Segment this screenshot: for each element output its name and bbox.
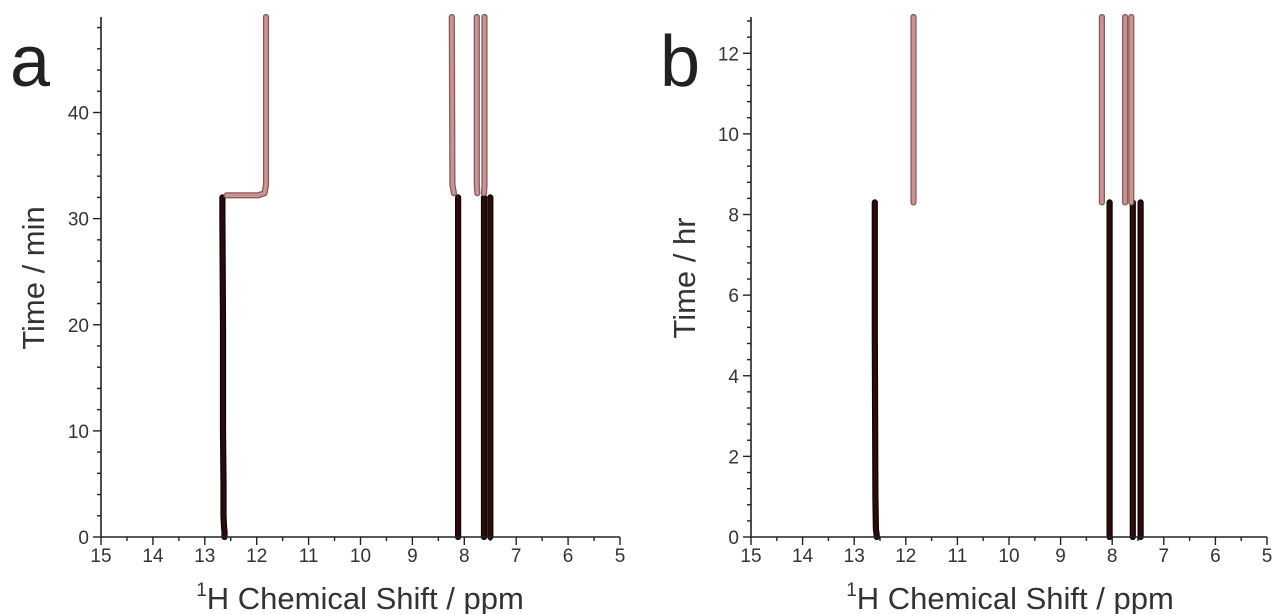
panel-b-x-tick-label: 11 bbox=[948, 546, 968, 567]
panel-b-x-title-superscript: 1 bbox=[846, 580, 857, 601]
panel-a-x-tick-label: 9 bbox=[407, 546, 418, 567]
panel-b-series-0-trace bbox=[873, 200, 879, 539]
panel-b-y-tick-label: 10 bbox=[718, 125, 739, 146]
panel-a-x-title-text: H Chemical Shift / ppm bbox=[207, 581, 524, 614]
panel-a-y-tick-label: 20 bbox=[68, 316, 89, 337]
panel-b-y-tick-label: 6 bbox=[728, 286, 739, 307]
panel-a-x-tick-label: 6 bbox=[563, 546, 574, 567]
panel-b-y-tick-label: 2 bbox=[728, 447, 739, 468]
panel-b-x-axis-title: 1H Chemical Shift / ppm bbox=[846, 580, 1174, 614]
panel-a-x-tick-label: 7 bbox=[511, 546, 522, 567]
panel-b-x-tick-label: 5 bbox=[1262, 546, 1273, 567]
panel-b-x-tick-label: 12 bbox=[895, 546, 916, 567]
panel-a-x-tick-label: 10 bbox=[350, 546, 371, 567]
panel-b-y-tick-label: 4 bbox=[728, 367, 739, 388]
panel-b-x-tick-label: 14 bbox=[792, 546, 814, 567]
panel-b-chart: b 15 14 13 12 11 10 9 8 7 6 5 0 2 4 6 8 10 12 1H Chemical… bbox=[660, 13, 1273, 614]
panel-a-x-tick-label: 14 bbox=[142, 546, 164, 567]
panel-b-y-tick-label: 12 bbox=[718, 44, 739, 65]
panel-b-x-tick-label: 7 bbox=[1159, 546, 1170, 567]
panel-b-x-tick-label: 8 bbox=[1107, 546, 1118, 567]
panel-a-y-tick-label: 10 bbox=[68, 422, 89, 443]
panel-a-x-axis-title: 1H Chemical Shift / ppm bbox=[196, 580, 524, 614]
panel-a-series bbox=[219, 13, 494, 541]
panel-a-ticks: 15 14 13 12 11 10 9 8 7 6 5 0 10 20 30 40 bbox=[68, 26, 626, 567]
panel-a-series-4-outline bbox=[223, 13, 270, 199]
panel-b-x-tick-label: 15 bbox=[740, 546, 761, 567]
panel-b-label: b bbox=[660, 22, 700, 102]
panel-a-x-title-superscript: 1 bbox=[196, 580, 207, 601]
panel-b-series bbox=[871, 13, 1144, 541]
panel-a-y-tick-label: 30 bbox=[68, 210, 89, 231]
panel-a-series-6-trace bbox=[475, 15, 480, 195]
panel-b-x-tick-label: 10 bbox=[998, 546, 1019, 567]
panel-a-chart: a 15 14 13 12 11 10 9 8 7 6 5 0 10 20 30 40 1H Chemical… bbox=[10, 13, 626, 614]
panel-a-x-tick-label: 15 bbox=[90, 546, 111, 567]
panel-a-x-tick-label: 8 bbox=[459, 546, 470, 567]
panel-a-x-tick-label: 13 bbox=[194, 546, 215, 567]
panel-b-x-tick-label: 13 bbox=[844, 546, 865, 567]
panel-a-y-tick-label: 0 bbox=[78, 528, 89, 549]
panel-a-x-tick-label: 5 bbox=[615, 546, 626, 567]
panel-a-x-tick-label: 11 bbox=[299, 546, 319, 567]
panel-a-series-0-trace bbox=[220, 195, 227, 539]
panel-a-series-4-trace bbox=[224, 15, 268, 198]
panel-b-x-tick-label: 6 bbox=[1210, 546, 1221, 567]
panel-a-y-tick-label: 40 bbox=[68, 104, 89, 125]
panel-b-y-tick-label: 8 bbox=[728, 206, 739, 227]
panel-a-x-tick-label: 12 bbox=[246, 546, 267, 567]
panel-a-label: a bbox=[10, 22, 51, 102]
panel-b-x-tick-label: 9 bbox=[1055, 546, 1066, 567]
panel-b-y-axis-title: Time / hr bbox=[667, 217, 702, 338]
panel-a-series-5-trace bbox=[450, 15, 456, 195]
panel-b-y-tick-label: 0 bbox=[728, 528, 739, 549]
panel-b-x-title-text: H Chemical Shift / ppm bbox=[857, 581, 1174, 614]
panel-a-y-axis-title: Time / min bbox=[16, 206, 51, 350]
panel-b-ticks: 15 14 13 12 11 10 9 8 7 6 5 0 2 4 6 8 10 12 bbox=[718, 20, 1273, 567]
panel-a-series-7-trace bbox=[482, 15, 487, 195]
